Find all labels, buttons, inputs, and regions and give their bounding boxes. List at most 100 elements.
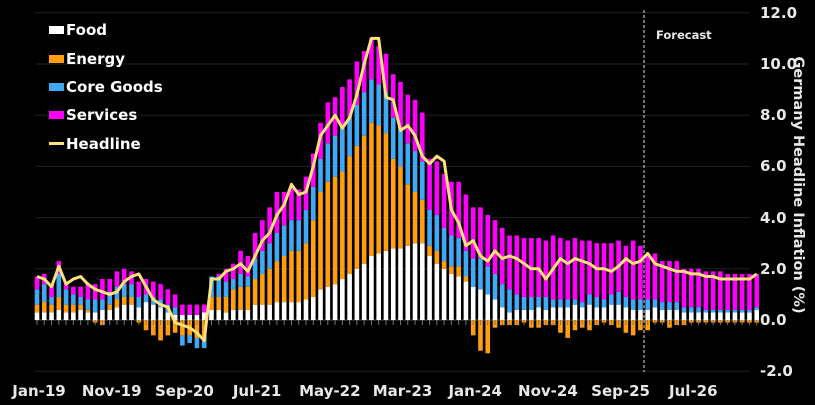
bar-segment bbox=[732, 273, 738, 310]
bar-segment bbox=[587, 240, 592, 295]
bar-segment bbox=[136, 281, 142, 297]
bar-segment bbox=[260, 273, 265, 305]
bar-segment bbox=[492, 299, 498, 320]
bar-segment bbox=[514, 309, 520, 320]
bar-segment bbox=[718, 309, 723, 313]
bar-segment bbox=[441, 174, 447, 228]
bar-segment bbox=[151, 281, 156, 297]
bar-segment bbox=[521, 309, 527, 320]
bar-segment bbox=[114, 271, 120, 287]
legend: Food Energy Core Goods Services Headline bbox=[49, 16, 163, 158]
bar-segment bbox=[703, 309, 709, 313]
bar-segment bbox=[201, 312, 207, 320]
bar-segment bbox=[427, 209, 432, 246]
bar-segment bbox=[638, 299, 643, 310]
bar-segment bbox=[565, 240, 571, 300]
bar-segment bbox=[420, 243, 425, 320]
bar-segment bbox=[390, 158, 396, 249]
bar-segment bbox=[696, 307, 701, 313]
bar-segment bbox=[172, 294, 178, 308]
bar-segment bbox=[209, 309, 214, 320]
bar-segment bbox=[340, 279, 345, 320]
bar-segment bbox=[361, 51, 367, 93]
bar-segment bbox=[609, 304, 614, 320]
bar-segment bbox=[449, 266, 454, 274]
bar-segment bbox=[572, 299, 578, 305]
bar-segment bbox=[165, 320, 171, 336]
bar-segment bbox=[180, 335, 185, 346]
bar-segment bbox=[470, 258, 476, 287]
bar-segment bbox=[427, 245, 432, 256]
bar-segment bbox=[201, 337, 207, 349]
bar-segment bbox=[558, 320, 563, 333]
bar-segment bbox=[587, 294, 592, 305]
bar-segment bbox=[623, 296, 629, 308]
bar-segment bbox=[223, 281, 229, 297]
bar-segment bbox=[245, 309, 251, 320]
bar-segment bbox=[85, 309, 91, 313]
bar-segment bbox=[354, 61, 360, 105]
x-tick-label: Jul-26 bbox=[669, 382, 718, 400]
bar-segment bbox=[129, 284, 134, 297]
bar-segment bbox=[332, 284, 338, 320]
bar-segment bbox=[638, 320, 643, 331]
core-goods-swatch-icon bbox=[49, 82, 64, 91]
bar-segment bbox=[536, 296, 541, 308]
bar-segment bbox=[216, 309, 222, 320]
bar-segment bbox=[536, 307, 541, 320]
bar-segment bbox=[689, 312, 694, 320]
bar-segment bbox=[107, 291, 112, 305]
legend-label: Food bbox=[66, 21, 107, 40]
bar-segment bbox=[194, 314, 200, 320]
x-tick-label: Jan-19 bbox=[12, 382, 66, 400]
bar-segment bbox=[85, 299, 91, 310]
bar-segment bbox=[441, 227, 447, 262]
bar-segment bbox=[201, 304, 207, 313]
bar-segment bbox=[434, 161, 440, 216]
bar-segment bbox=[609, 294, 614, 305]
services-swatch-icon bbox=[49, 111, 64, 120]
bar-segment bbox=[369, 38, 374, 80]
bar-segment bbox=[274, 261, 280, 303]
bar-segment bbox=[427, 158, 432, 210]
bar-segment bbox=[485, 294, 491, 320]
bar-segment bbox=[521, 296, 527, 310]
bar-segment bbox=[354, 145, 360, 269]
bar-segment bbox=[260, 250, 265, 274]
bar-segment bbox=[340, 171, 345, 280]
bar-segment bbox=[674, 261, 680, 303]
bar-segment bbox=[514, 294, 520, 310]
bar-segment bbox=[136, 307, 142, 320]
bar-segment bbox=[340, 128, 345, 172]
bar-segment bbox=[645, 253, 650, 300]
x-tick-label: Nov-19 bbox=[81, 382, 142, 400]
bar-segment bbox=[41, 284, 47, 303]
bar-segment bbox=[579, 307, 585, 320]
bar-segment bbox=[667, 302, 672, 310]
bar-segment bbox=[485, 320, 491, 354]
bar-segment bbox=[369, 122, 374, 256]
bar-segment bbox=[558, 307, 563, 320]
bar-segment bbox=[587, 320, 592, 331]
bar-segment bbox=[667, 261, 672, 303]
bar-segment bbox=[121, 296, 127, 305]
bar-segment bbox=[230, 279, 236, 290]
bar-segment bbox=[252, 258, 258, 280]
bar-segment bbox=[558, 299, 563, 308]
bar-segment bbox=[470, 207, 476, 259]
bar-segment bbox=[165, 289, 171, 305]
bar-segment bbox=[630, 299, 636, 310]
bar-segment bbox=[696, 268, 701, 308]
bar-segment bbox=[289, 186, 294, 221]
legend-item-energy: Energy bbox=[49, 44, 163, 72]
bar-segment bbox=[514, 235, 520, 295]
bar-segment bbox=[187, 335, 192, 344]
bar-segment bbox=[529, 296, 534, 310]
x-tick-label: Nov-24 bbox=[518, 382, 578, 400]
bar-segment bbox=[361, 263, 367, 320]
bar-segment bbox=[587, 304, 592, 320]
bar-segment bbox=[129, 296, 134, 305]
bar-segment bbox=[572, 238, 578, 300]
bar-segment bbox=[245, 276, 251, 287]
bar-segment bbox=[630, 309, 636, 320]
